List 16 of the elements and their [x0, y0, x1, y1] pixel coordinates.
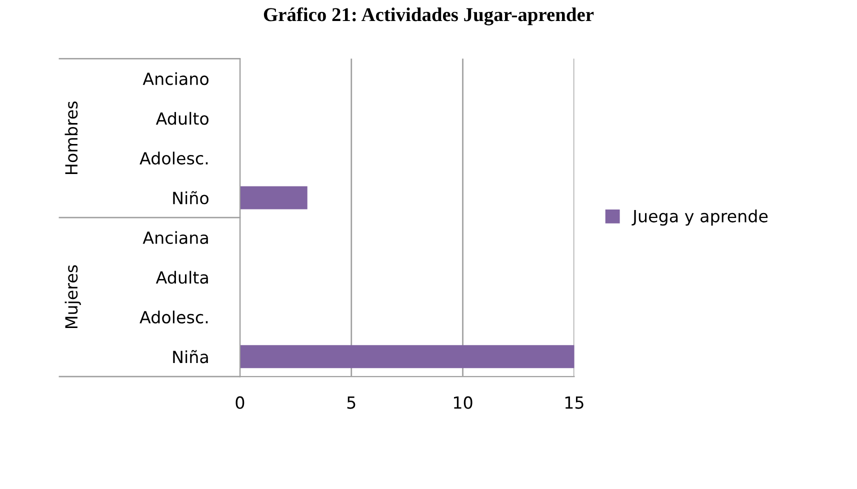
x-tick-label: 10 [454, 396, 472, 409]
y-tick-label: Adolesc. [140, 152, 208, 165]
y-tick-label: Anciana [142, 231, 208, 244]
x-tick-label: 5 [347, 396, 356, 409]
legend-label: Juega y aprende [632, 210, 768, 226]
y-tick-label: Adolesc. [140, 310, 208, 324]
chart-title: Gráfico 21: Actividades Jugar-aprender [264, 7, 594, 26]
text: Mujeres [64, 265, 81, 328]
x-tick-label: 0 [236, 396, 244, 409]
y-tick-label: Niño [173, 191, 208, 204]
y-tick-label: Niña [173, 350, 208, 364]
y-tick-label: Anciano [142, 72, 208, 86]
text: Hombres [64, 101, 78, 174]
x-tick-label: 15 [565, 396, 584, 409]
y-tick-label: Adulta [156, 270, 208, 284]
y-tick-label: Adulto [156, 112, 208, 125]
